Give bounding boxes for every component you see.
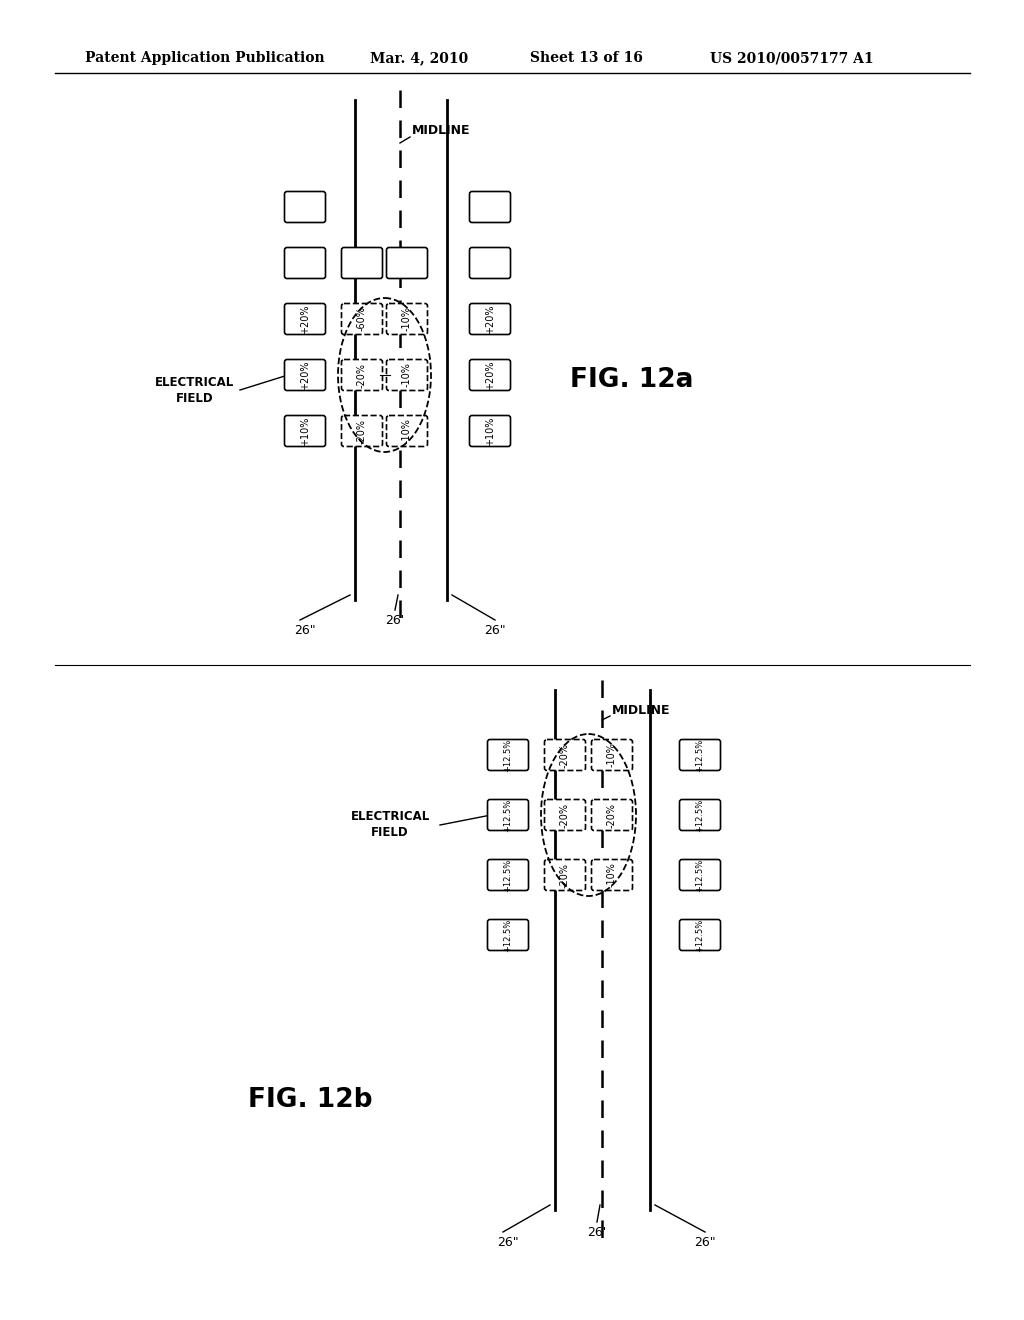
FancyBboxPatch shape	[487, 920, 528, 950]
FancyBboxPatch shape	[487, 739, 528, 771]
FancyBboxPatch shape	[592, 859, 633, 891]
Text: +20%: +20%	[485, 304, 495, 334]
Text: -10%: -10%	[402, 363, 412, 388]
Text: +20%: +20%	[485, 360, 495, 389]
Text: -20%: -20%	[607, 803, 617, 828]
FancyBboxPatch shape	[487, 800, 528, 830]
FancyBboxPatch shape	[341, 248, 383, 279]
Text: +20%: +20%	[300, 304, 310, 334]
Text: +12.5%: +12.5%	[504, 738, 512, 772]
Text: US 2010/0057177 A1: US 2010/0057177 A1	[710, 51, 873, 65]
FancyBboxPatch shape	[545, 859, 586, 891]
FancyBboxPatch shape	[545, 739, 586, 771]
FancyBboxPatch shape	[545, 800, 586, 830]
Text: 26": 26"	[484, 623, 506, 636]
Text: -20%: -20%	[357, 363, 367, 388]
Text: -20%: -20%	[560, 803, 570, 828]
Text: -60%: -60%	[357, 306, 367, 331]
FancyBboxPatch shape	[341, 304, 383, 334]
FancyBboxPatch shape	[285, 416, 326, 446]
FancyBboxPatch shape	[592, 739, 633, 771]
Text: 26": 26"	[294, 623, 315, 636]
Text: +12.5%: +12.5%	[695, 858, 705, 891]
Text: 26": 26"	[694, 1236, 716, 1249]
FancyBboxPatch shape	[285, 191, 326, 223]
FancyBboxPatch shape	[386, 304, 427, 334]
Text: -20%: -20%	[560, 742, 570, 767]
Text: ELECTRICAL
FIELD: ELECTRICAL FIELD	[350, 810, 430, 840]
FancyBboxPatch shape	[386, 359, 427, 391]
Text: ELECTRICAL
FIELD: ELECTRICAL FIELD	[156, 375, 234, 404]
FancyBboxPatch shape	[386, 248, 427, 279]
Text: +12.5%: +12.5%	[695, 919, 705, 952]
FancyBboxPatch shape	[341, 359, 383, 391]
Text: +10%: +10%	[485, 416, 495, 446]
Text: 26': 26'	[588, 1225, 606, 1238]
Text: 26": 26"	[498, 1236, 519, 1249]
FancyBboxPatch shape	[469, 359, 511, 391]
FancyBboxPatch shape	[680, 739, 721, 771]
Text: -10%: -10%	[607, 862, 617, 887]
FancyBboxPatch shape	[469, 248, 511, 279]
FancyBboxPatch shape	[469, 304, 511, 334]
Text: -20%: -20%	[560, 862, 570, 887]
Text: +12.5%: +12.5%	[695, 738, 705, 772]
FancyBboxPatch shape	[285, 248, 326, 279]
FancyBboxPatch shape	[487, 859, 528, 891]
Text: Mar. 4, 2010: Mar. 4, 2010	[370, 51, 468, 65]
Text: -10%: -10%	[402, 306, 412, 331]
Text: -10%: -10%	[607, 743, 617, 767]
Text: +12.5%: +12.5%	[504, 799, 512, 832]
Text: +12.5%: +12.5%	[504, 919, 512, 952]
FancyBboxPatch shape	[285, 304, 326, 334]
FancyBboxPatch shape	[341, 416, 383, 446]
FancyBboxPatch shape	[469, 416, 511, 446]
Text: +10%: +10%	[300, 416, 310, 446]
Text: +12.5%: +12.5%	[695, 799, 705, 832]
Text: 26': 26'	[385, 614, 404, 627]
FancyBboxPatch shape	[386, 416, 427, 446]
Text: +12.5%: +12.5%	[504, 858, 512, 891]
Text: -20%: -20%	[357, 418, 367, 444]
FancyBboxPatch shape	[285, 359, 326, 391]
Text: Sheet 13 of 16: Sheet 13 of 16	[530, 51, 643, 65]
Text: FIG. 12a: FIG. 12a	[570, 367, 693, 393]
Text: MIDLINE: MIDLINE	[612, 704, 671, 717]
Text: FIG. 12b: FIG. 12b	[248, 1086, 373, 1113]
Text: -10%: -10%	[402, 418, 412, 444]
FancyBboxPatch shape	[680, 800, 721, 830]
FancyBboxPatch shape	[469, 191, 511, 223]
FancyBboxPatch shape	[680, 920, 721, 950]
Text: MIDLINE: MIDLINE	[412, 124, 470, 136]
Text: +20%: +20%	[300, 360, 310, 389]
FancyBboxPatch shape	[592, 800, 633, 830]
Text: Patent Application Publication: Patent Application Publication	[85, 51, 325, 65]
FancyBboxPatch shape	[680, 859, 721, 891]
